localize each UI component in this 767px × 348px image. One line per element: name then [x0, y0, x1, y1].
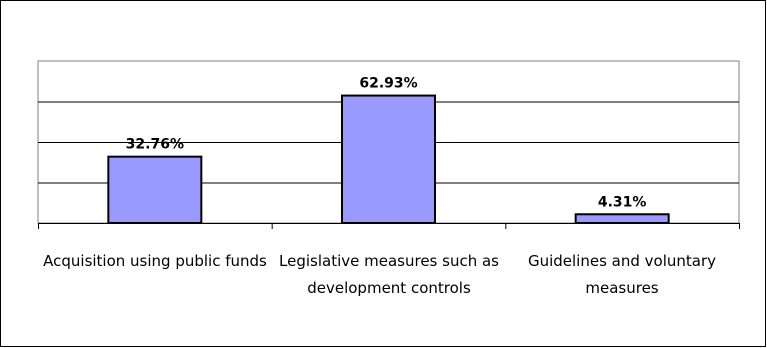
bar — [341, 94, 436, 224]
category-label-acquisition: Acquisition using public funds — [43, 252, 267, 270]
x-axis — [38, 223, 740, 229]
data-label: 32.76% — [126, 137, 184, 153]
category-label-legislative: Legislative measures such as development… — [279, 252, 499, 297]
data-labels: 32.76% 62.93% 4.31% — [126, 76, 647, 211]
bars — [107, 94, 670, 224]
bar — [574, 213, 670, 224]
data-label: 62.93% — [359, 76, 417, 92]
bar — [107, 155, 203, 224]
data-label: 4.31% — [598, 194, 647, 210]
category-label-guidelines: Guidelines and voluntary measures — [527, 252, 717, 297]
